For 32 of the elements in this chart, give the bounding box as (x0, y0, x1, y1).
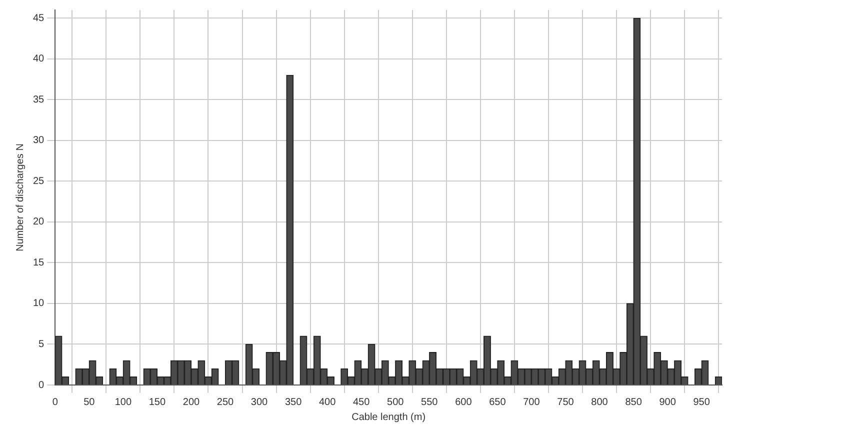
x-tick-label: 150 (148, 396, 166, 408)
y-tick-label: 35 (33, 94, 45, 106)
x-tick-label: 650 (489, 396, 506, 408)
x-tick-label: 350 (284, 396, 302, 408)
x-tick-label: 800 (591, 396, 608, 408)
x-tick-label: 700 (523, 396, 540, 408)
x-tick-label: 50 (84, 396, 96, 408)
y-tick-label: 45 (33, 12, 45, 24)
y-tick-label: 20 (33, 216, 45, 228)
x-tick-label: 950 (693, 396, 710, 408)
x-tick-label: 500 (387, 396, 404, 408)
y-tick-label: 15 (33, 257, 45, 268)
x-tick-label: 900 (659, 396, 676, 408)
y-tick-label: 10 (33, 298, 45, 310)
x-tick-label: 550 (421, 396, 438, 408)
x-tick-label: 750 (557, 396, 574, 408)
x-tick-label: 450 (353, 396, 370, 408)
x-tick-label: 250 (216, 396, 234, 408)
x-tick-label: 100 (114, 396, 132, 408)
x-tick-label: 300 (250, 396, 268, 408)
x-tick-label: 0 (52, 396, 58, 408)
y-tick-label: 25 (33, 176, 45, 187)
x-tick-label: 850 (625, 396, 642, 408)
x-tick-label: 600 (455, 396, 472, 408)
y-tick-label: 0 (38, 380, 45, 391)
y-tick-label: 30 (33, 135, 45, 146)
x-axis-title: Cable length (m) (352, 412, 426, 423)
x-tick-label: 200 (182, 396, 200, 408)
y-tick-label: 5 (38, 338, 45, 350)
x-tick-label: 400 (318, 396, 336, 408)
y-axis-title: Number of discharges N (14, 144, 26, 252)
y-tick-label: 40 (33, 54, 45, 65)
